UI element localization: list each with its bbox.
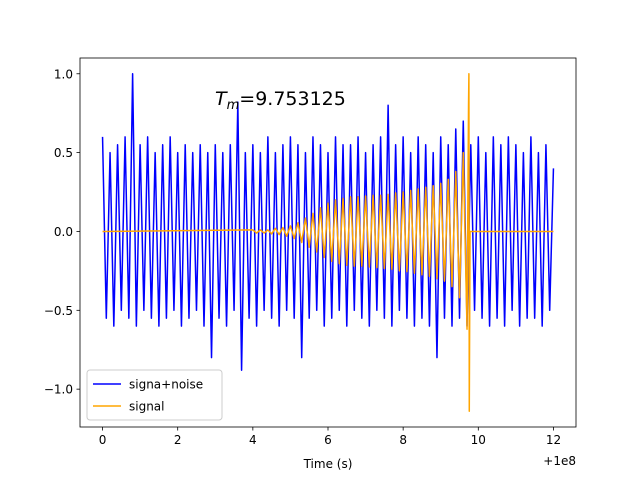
y-tick-label: 1.0 bbox=[54, 67, 73, 81]
x-offset-label: +1e8 bbox=[543, 454, 576, 468]
x-tick-label: 2 bbox=[174, 433, 182, 447]
y-tick-label: −0.5 bbox=[44, 304, 73, 318]
x-tick-label: 12 bbox=[546, 433, 561, 447]
legend-box bbox=[86, 369, 223, 421]
legend-label: signa+noise bbox=[129, 378, 203, 392]
y-tick-label: 0.0 bbox=[54, 225, 73, 239]
annotation-symbol: T bbox=[215, 88, 228, 110]
x-axis-label: Time (s) bbox=[303, 457, 353, 471]
x-tick-label: 4 bbox=[249, 433, 257, 447]
series-line bbox=[102, 73, 554, 412]
x-tick-label: 6 bbox=[324, 433, 332, 447]
y-tick-label: 0.5 bbox=[54, 146, 73, 160]
annotation: Tm=9.753125 bbox=[215, 88, 346, 113]
series-line bbox=[101, 73, 555, 371]
y-tick-label: −1.0 bbox=[44, 383, 73, 397]
x-tick-label: 10 bbox=[471, 433, 486, 447]
x-tick-label: 0 bbox=[99, 433, 107, 447]
legend-label: signal bbox=[129, 400, 165, 414]
annotation-subscript: m bbox=[227, 98, 240, 113]
annotation-text: =9.753125 bbox=[239, 88, 346, 110]
x-tick-label: 8 bbox=[399, 433, 407, 447]
